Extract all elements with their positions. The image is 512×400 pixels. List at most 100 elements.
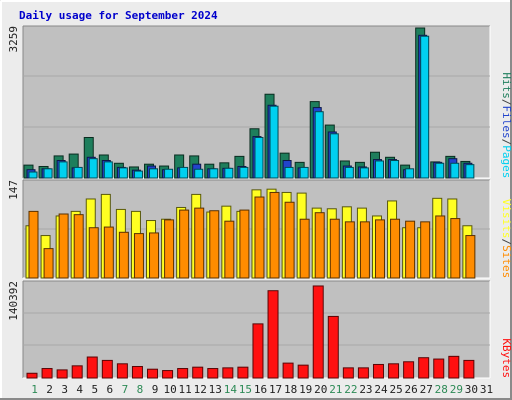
visits-sites-y-max-label: 147 (7, 180, 20, 200)
bar-kbytes-day-15 (237, 366, 249, 379)
bar-kbytes-day-24 (372, 363, 384, 379)
bar-pages-day-30 (465, 164, 475, 179)
bar-pages-day-27 (420, 35, 430, 179)
legend-kbytes: KBytes (500, 338, 512, 378)
bar-pages-day-2 (43, 168, 53, 179)
x-tick-label-15: 15 (239, 383, 252, 396)
x-tick-label-3: 3 (61, 383, 68, 396)
x-tick-label-11: 11 (179, 383, 192, 396)
visits-sites-legend: Visits/Sites (500, 199, 512, 278)
bar-sites-day-15 (239, 209, 250, 279)
bar-kbytes-day-25 (388, 363, 400, 379)
x-tick-label-5: 5 (91, 383, 98, 396)
bar-kbytes-day-1 (26, 372, 38, 379)
bar-kbytes-day-29 (448, 355, 460, 379)
x-tick-label-12: 12 (194, 383, 207, 396)
bar-sites-day-16 (254, 196, 265, 279)
x-tick-label-1: 1 (31, 383, 38, 396)
bar-pages-day-22 (344, 166, 354, 179)
bar-kbytes-day-14 (222, 367, 234, 379)
legend-files: Files (500, 106, 512, 139)
chart-title: Daily usage for September 2024 (19, 9, 218, 22)
bar-kbytes-day-13 (207, 368, 219, 379)
bar-pages-day-18 (284, 166, 294, 179)
bar-sites-day-18 (284, 201, 295, 279)
x-tick-label-27: 27 (420, 383, 433, 396)
hits-files-pages-legend: Hits/Files/Pages (500, 72, 512, 178)
bar-sites-day-23 (359, 221, 370, 279)
legend-separator: / (500, 99, 512, 106)
bar-sites-day-25 (390, 218, 401, 279)
bar-kbytes-day-27 (418, 357, 430, 379)
bar-pages-day-14 (224, 167, 234, 179)
bar-pages-day-6 (103, 161, 113, 179)
bar-pages-day-3 (58, 161, 68, 179)
legend-separator: / (500, 239, 512, 246)
x-tick-label-9: 9 (152, 383, 159, 396)
bar-pages-day-28 (435, 162, 445, 179)
x-tick-label-30: 30 (465, 383, 478, 396)
bar-sites-day-2 (43, 248, 54, 279)
bar-pages-day-21 (329, 133, 339, 179)
bar-pages-day-20 (314, 111, 324, 179)
bar-pages-day-19 (299, 166, 309, 179)
bar-sites-day-10 (164, 219, 175, 279)
bar-sites-day-24 (374, 219, 385, 279)
x-tick-label-18: 18 (284, 383, 297, 396)
x-tick-label-19: 19 (299, 383, 312, 396)
bar-pages-day-15 (239, 166, 249, 179)
x-tick-label-26: 26 (405, 383, 418, 396)
x-tick-label-25: 25 (389, 383, 402, 396)
kbytes-legend: KBytes (500, 338, 512, 378)
bar-pages-day-5 (88, 158, 98, 179)
bar-sites-day-22 (344, 221, 355, 279)
x-tick-label-14: 14 (224, 383, 238, 396)
x-tick-label-13: 13 (209, 383, 222, 396)
bar-kbytes-day-18 (282, 362, 294, 379)
bar-kbytes-day-7 (116, 363, 128, 379)
x-tick-label-24: 24 (374, 383, 388, 396)
bar-sites-day-5 (88, 227, 99, 279)
bar-kbytes-day-17 (267, 290, 279, 379)
bar-kbytes-day-9 (147, 368, 159, 379)
bar-sites-day-4 (73, 214, 84, 279)
bar-sites-day-13 (209, 210, 220, 279)
bar-kbytes-day-11 (177, 368, 189, 379)
bar-kbytes-day-6 (101, 359, 113, 379)
bar-kbytes-day-8 (131, 365, 143, 379)
legend-hits: Hits (500, 72, 512, 99)
x-tick-label-8: 8 (137, 383, 144, 396)
bar-kbytes-day-5 (86, 356, 98, 379)
x-tick-label-21: 21 (329, 383, 342, 396)
bar-kbytes-day-22 (342, 367, 354, 379)
bar-sites-day-14 (224, 220, 235, 279)
bar-sites-day-19 (299, 218, 310, 279)
bar-sites-day-21 (329, 218, 340, 279)
x-tick-label-2: 2 (46, 383, 53, 396)
bar-kbytes-day-3 (56, 369, 68, 379)
bar-sites-day-9 (149, 232, 160, 279)
bar-kbytes-day-21 (327, 315, 339, 379)
bar-pages-day-11 (179, 166, 189, 179)
bar-kbytes-day-28 (433, 358, 445, 379)
x-tick-label-23: 23 (359, 383, 372, 396)
bar-pages-day-8 (133, 170, 143, 179)
bar-pages-day-24 (374, 160, 384, 179)
x-tick-label-28: 28 (435, 383, 448, 396)
bar-pages-day-17 (269, 105, 279, 179)
legend-sites: Sites (500, 245, 512, 278)
bar-sites-day-7 (118, 231, 129, 279)
x-tick-label-4: 4 (76, 383, 83, 396)
bar-kbytes-day-19 (297, 364, 309, 379)
x-tick-label-29: 29 (450, 383, 463, 396)
legend-visits: Visits (500, 199, 512, 239)
legend-separator: / (500, 139, 512, 146)
bar-sites-day-29 (450, 218, 461, 279)
x-tick-label-31: 31 (480, 383, 493, 396)
bar-pages-day-1 (28, 171, 38, 179)
bar-pages-day-29 (450, 162, 460, 179)
x-tick-label-6: 6 (107, 383, 114, 396)
bar-sites-day-30 (465, 235, 476, 279)
bar-sites-day-28 (435, 215, 446, 279)
